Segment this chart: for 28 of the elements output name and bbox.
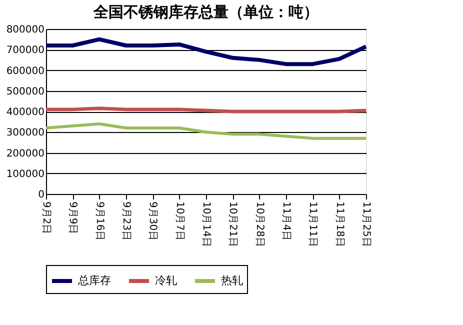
y-tick-label: 800000 — [6, 24, 44, 36]
x-tick-label: 10月7日 — [174, 202, 185, 241]
x-tick-label: 9月2日 — [40, 202, 52, 234]
y-tick-label: 600000 — [6, 66, 44, 77]
x-tick-label: 9月16日 — [94, 202, 105, 241]
x-tick-label: 10月14日 — [200, 202, 212, 247]
y-tick-label: 300000 — [6, 128, 44, 139]
x-tick-label: 10月21日 — [227, 202, 238, 247]
y-tick-label: 400000 — [6, 107, 44, 118]
y-tick-label: 200000 — [6, 148, 44, 160]
legend-label: 总库存 — [77, 274, 111, 287]
x-tick-label: 11月11日 — [307, 202, 318, 247]
x-tick-label: 11月18日 — [334, 202, 345, 247]
line-series — [44, 122, 368, 140]
chart-title: 全国不锈钢库存总量（单位：吨） — [92, 3, 318, 21]
x-tick-label: 10月28日 — [254, 202, 265, 247]
legend-label: 热轧 — [221, 274, 243, 287]
y-tick-label: 500000 — [6, 86, 44, 98]
y-tick-label: 0 — [38, 190, 44, 200]
x-tick-label: 9月30日 — [147, 202, 158, 241]
legend-label: 冷轧 — [155, 274, 177, 287]
y-tick-label: 700000 — [6, 45, 44, 56]
line-series — [44, 37, 368, 66]
y-tick-label: 100000 — [6, 168, 44, 180]
x-tick-label: 11月25日 — [360, 202, 372, 247]
x-tick-label: 9月23日 — [120, 202, 132, 241]
x-tick-label: 9月9日 — [67, 202, 78, 234]
x-tick-label: 11月4日 — [280, 202, 292, 241]
